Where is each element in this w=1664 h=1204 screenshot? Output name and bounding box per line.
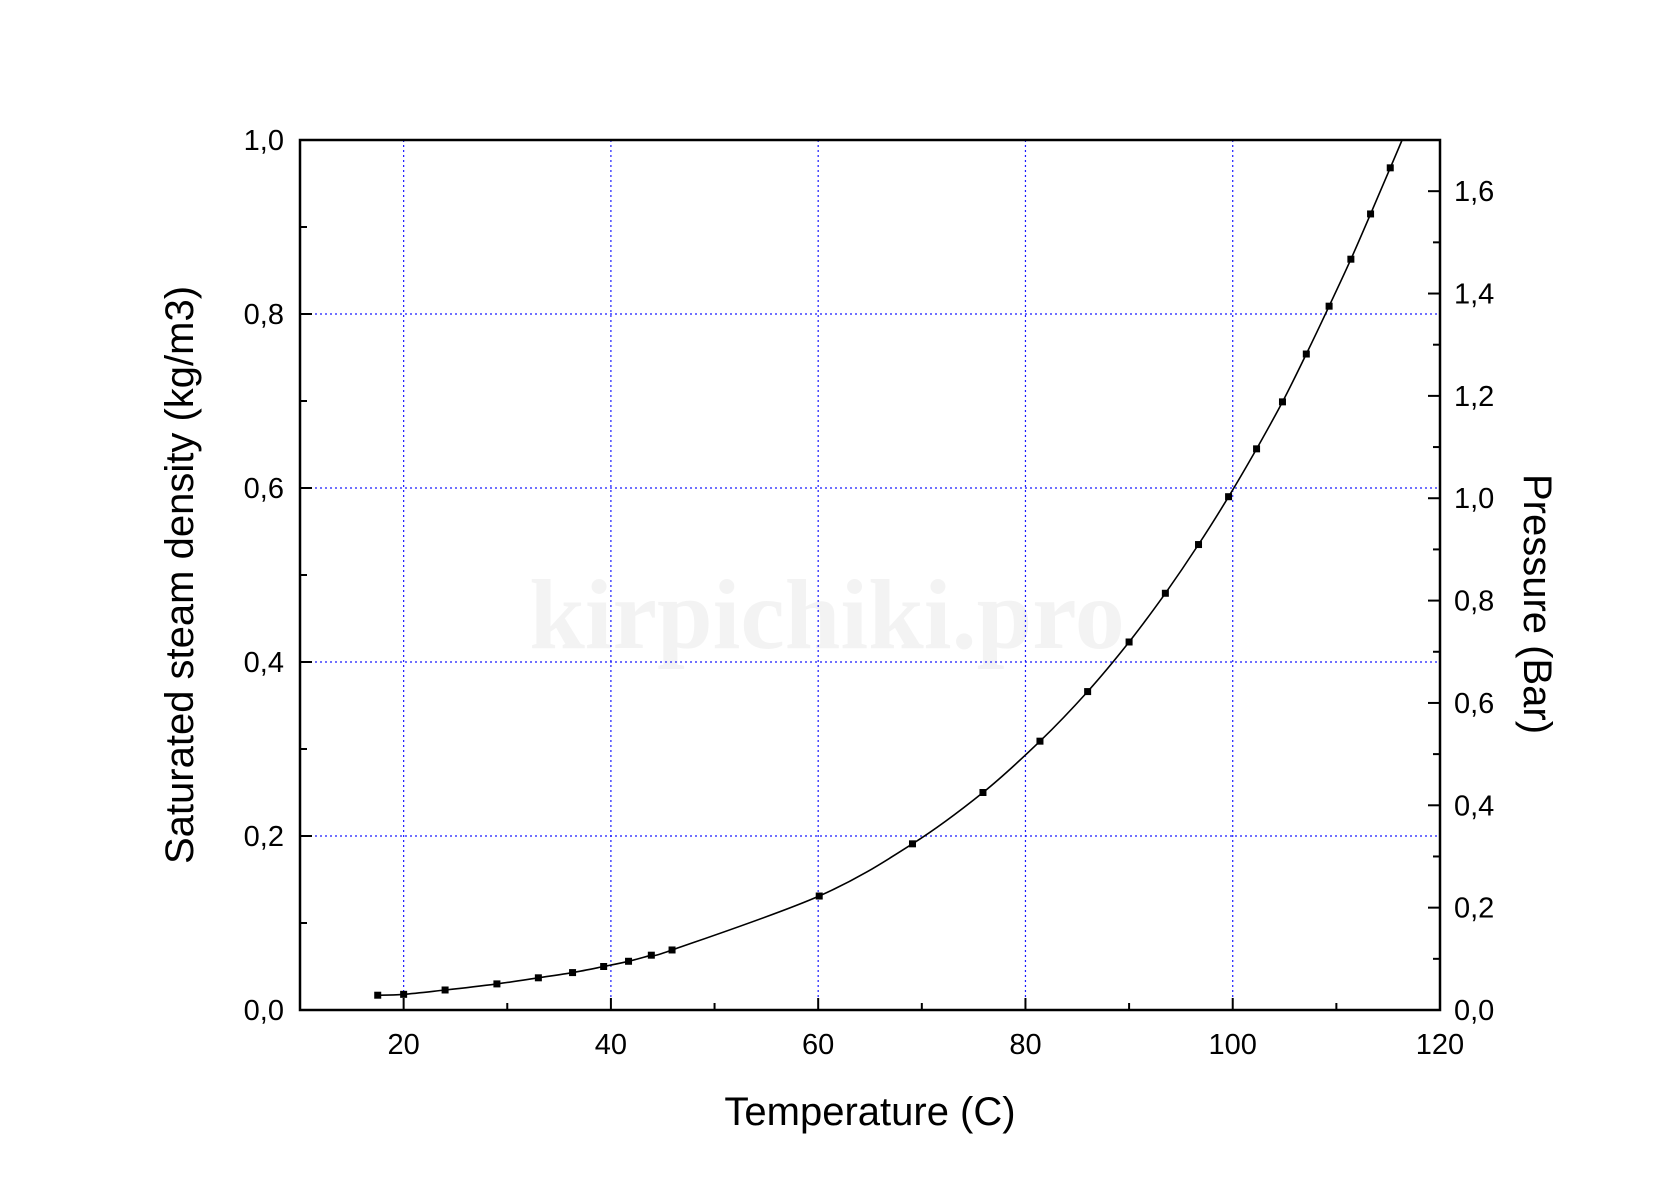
data-markers <box>374 164 1394 999</box>
y2-tick-label: 0,6 <box>1454 688 1494 720</box>
y-tick-label: 0,0 <box>244 995 284 1027</box>
data-point <box>1253 445 1261 453</box>
data-point <box>400 990 408 998</box>
data-point <box>647 951 655 959</box>
x-axis-title: Temperature (C) <box>724 1090 1015 1134</box>
density-curve <box>377 139 1403 996</box>
x-tick-label: 60 <box>802 1029 834 1061</box>
x-tick-label: 40 <box>595 1029 627 1061</box>
y-tick-label: 0,6 <box>244 473 284 505</box>
x-tick-label: 120 <box>1416 1029 1464 1061</box>
y2-tick-label: 0,4 <box>1454 790 1494 822</box>
data-point <box>1084 688 1092 696</box>
axis-ticks <box>299 139 1441 1011</box>
y2-tick-label: 1,0 <box>1454 483 1494 515</box>
data-point <box>534 974 542 982</box>
data-point <box>493 980 501 988</box>
y2-axis-title: Pressure (Bar) <box>1515 474 1559 734</box>
data-point <box>625 957 633 965</box>
y-tick-label: 0,2 <box>244 821 284 853</box>
data-point <box>600 963 608 970</box>
data-point <box>1325 302 1333 310</box>
data-point <box>1386 164 1394 172</box>
data-point <box>1347 255 1355 263</box>
x-tick-label: 100 <box>1209 1029 1257 1061</box>
watermark-text: kirpichiki.pro <box>529 559 1125 670</box>
x-tick-label: 80 <box>1009 1029 1041 1061</box>
data-point <box>1278 398 1286 406</box>
data-point <box>1302 350 1310 358</box>
y2-tick-label: 1,2 <box>1454 381 1494 413</box>
y-tick-label: 0,8 <box>244 299 284 331</box>
y-axis-title: Saturated steam density (kg/m3) <box>158 286 202 864</box>
y2-tick-labels: 0,0 0,2 0,4 0,6 0,8 1,0 1,2 1,4 1,6 <box>1454 176 1494 1027</box>
y2-tick-label: 0,2 <box>1454 893 1494 925</box>
y2-tick-label: 0,0 <box>1454 995 1494 1027</box>
data-point <box>1161 589 1169 597</box>
data-point <box>1125 638 1133 646</box>
y2-tick-label: 0,8 <box>1454 586 1494 618</box>
data-point <box>815 892 823 900</box>
data-point <box>441 986 449 994</box>
data-point <box>1367 210 1375 218</box>
data-point <box>1195 541 1203 549</box>
data-point <box>668 946 676 954</box>
data-point <box>374 991 382 999</box>
grid-lines <box>300 140 1440 1010</box>
data-point <box>908 840 916 848</box>
data-point <box>1225 493 1233 501</box>
data-point <box>1036 737 1044 745</box>
data-point <box>569 969 577 977</box>
y2-tick-label: 1,4 <box>1454 279 1494 311</box>
data-point <box>979 789 987 796</box>
y-tick-labels: 0,0 0,2 0,4 0,6 0,8 1,0 <box>244 125 284 1027</box>
x-tick-label: 20 <box>388 1029 420 1061</box>
y-tick-label: 0,4 <box>244 647 284 679</box>
x-tick-labels: 20 40 60 80 100 120 <box>388 1029 1465 1061</box>
y2-tick-label: 1,6 <box>1454 176 1494 208</box>
y-tick-label: 1,0 <box>244 125 284 157</box>
